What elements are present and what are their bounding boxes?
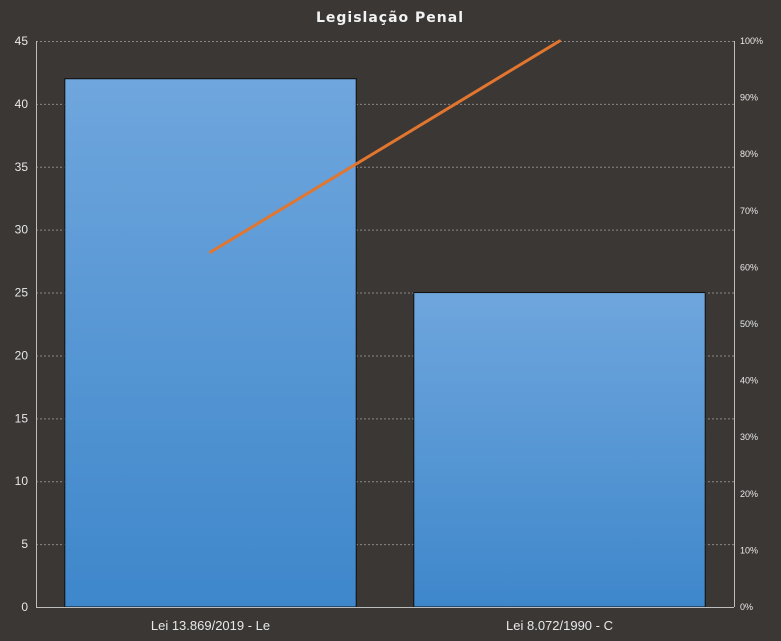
y-tick-label: 5: [21, 537, 28, 551]
y-tick-label: 30: [15, 223, 29, 237]
y-tick-label: 40: [15, 97, 29, 111]
bar: [413, 292, 706, 608]
y2-tick-label: 50%: [740, 319, 758, 329]
y-tick-label: 15: [15, 411, 29, 425]
y2-tick-label: 70%: [740, 206, 758, 216]
y2-tick-label: 100%: [740, 36, 763, 46]
y2-tick-label: 20%: [740, 489, 758, 499]
y2-tick-label: 0%: [740, 602, 753, 612]
chart-title: Legislação Penal: [316, 10, 464, 26]
y-tick-label: 25: [15, 286, 29, 300]
y2-tick-label: 30%: [740, 432, 758, 442]
cumulative-percentage-line: [209, 39, 561, 254]
x-tick-label: Lei 8.072/1990 - C: [506, 618, 613, 633]
tick-labels: 0 5 10 15 20 25 30 35 40 45 0% 10% 20% 30% 40% 50% 60% 70…: [15, 34, 763, 633]
bars: [64, 78, 706, 608]
cumulative-line: [209, 39, 561, 254]
y2-tick-label: 40%: [740, 376, 758, 386]
y2-tick-label: 80%: [740, 149, 758, 159]
y2-tick-label: 60%: [740, 262, 758, 272]
y-tick-label: 10: [15, 474, 29, 488]
x-tick-label: Lei 13.869/2019 - Le: [151, 618, 270, 633]
y-tick-label: 20: [15, 348, 29, 362]
y-tick-label: 0: [21, 600, 28, 614]
bar: [64, 78, 357, 608]
y2-tick-label: 90%: [740, 93, 758, 103]
y-tick-label: 35: [15, 160, 29, 174]
y2-tick-label: 10%: [740, 545, 758, 555]
y-tick-label: 45: [15, 34, 29, 48]
axes: [36, 41, 735, 608]
